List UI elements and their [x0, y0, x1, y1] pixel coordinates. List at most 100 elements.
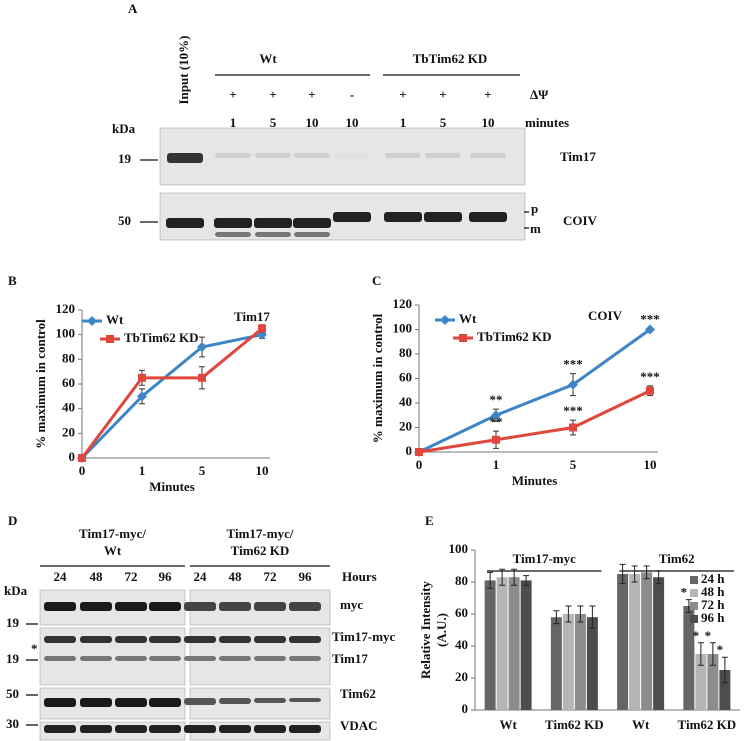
- blot-band: [80, 602, 112, 611]
- x-tick-label: Tim62 KD: [545, 717, 604, 732]
- marker: [492, 435, 500, 444]
- marker: [197, 342, 207, 352]
- time: 5: [440, 115, 447, 130]
- potential: +: [308, 87, 315, 102]
- blot-band: [425, 153, 461, 158]
- blot-band: [149, 656, 181, 661]
- y-tick-label: 40: [399, 394, 412, 409]
- marker: [138, 373, 146, 382]
- y-axis-label: (A.U.): [434, 613, 449, 647]
- y-tick-label: 120: [393, 296, 413, 311]
- error-bar: [643, 565, 650, 580]
- y-tick-label: 40: [62, 400, 75, 415]
- series-line: [418, 389, 651, 454]
- y-tick-label: 60: [62, 375, 75, 390]
- blot-band: [219, 725, 251, 733]
- potential: +: [484, 87, 491, 102]
- blot-band: [44, 656, 76, 661]
- blot-band: [167, 153, 203, 163]
- bar: [484, 580, 496, 710]
- time: 10: [346, 115, 359, 130]
- blot-band: [219, 636, 251, 643]
- x-axis-label: Minutes: [149, 479, 195, 494]
- bar: [550, 617, 562, 710]
- legend-label: 96 h: [701, 610, 725, 625]
- potential-label: ΔΨ: [530, 87, 549, 102]
- error-bar: [577, 605, 584, 623]
- y-tick-label: 20: [455, 669, 468, 684]
- blot-band: [149, 636, 181, 643]
- y-tick-label: 100: [449, 541, 469, 556]
- blot-band: [255, 232, 291, 237]
- panel-label: C: [372, 273, 381, 288]
- legend-label: Wt: [106, 312, 124, 327]
- blot-band: [293, 218, 331, 228]
- blot-band: [115, 656, 147, 661]
- blot-band: [80, 698, 112, 707]
- marker: [491, 410, 501, 421]
- potential: +: [229, 87, 236, 102]
- marker: [646, 386, 654, 395]
- y-tick-label: 20: [399, 418, 412, 433]
- blot-band: [80, 636, 112, 643]
- blot-band: [115, 636, 147, 643]
- blot-band: [289, 656, 321, 661]
- bar: [707, 654, 719, 710]
- blot-band: [294, 232, 330, 237]
- error-bar: [499, 568, 506, 586]
- y-tick-label: 100: [56, 326, 76, 341]
- group-label: Wt: [104, 543, 122, 558]
- y-tick-label: 80: [455, 573, 468, 588]
- time: 10: [306, 115, 319, 130]
- bar: [719, 670, 731, 710]
- y-tick-label: 60: [455, 605, 468, 620]
- x-tick-label: 0: [416, 457, 423, 472]
- legend-marker: [87, 316, 97, 326]
- potential: +: [399, 87, 406, 102]
- marker: [645, 324, 655, 335]
- x-tick-label: Wt: [499, 717, 517, 732]
- y-tick-label: 0: [462, 701, 469, 716]
- group-label: Tim17-myc/: [227, 526, 294, 541]
- y-axis-label: % maximum in control: [33, 319, 48, 449]
- x-tick-label: 0: [79, 463, 86, 478]
- panel-label: B: [8, 273, 17, 288]
- blot-band: [149, 698, 181, 707]
- blot-band: [214, 218, 252, 228]
- time: 5: [270, 115, 277, 130]
- bar: [695, 654, 707, 710]
- legend-label: 72 h: [701, 597, 725, 612]
- blot-band: [469, 212, 507, 222]
- group-label: Tim62 KD: [231, 543, 290, 558]
- blot-band: [44, 602, 76, 611]
- hours: 96: [299, 569, 313, 584]
- legend-label: 48 h: [701, 584, 725, 599]
- blot-band: [254, 636, 286, 643]
- protein: VDAC: [340, 718, 378, 733]
- kda-label: kDa: [4, 583, 28, 598]
- time-unit: minutes: [525, 115, 569, 130]
- blot-band: [115, 698, 147, 707]
- error-bar: [655, 570, 662, 585]
- significance: **: [490, 392, 503, 407]
- marker: 19: [118, 151, 132, 166]
- marker: [569, 423, 577, 432]
- bar: [641, 572, 653, 710]
- marker: [78, 454, 86, 462]
- blot-band: [80, 725, 112, 733]
- y-tick-label: 0: [406, 443, 413, 458]
- blot-band: [254, 218, 292, 228]
- error-bar: [697, 642, 704, 666]
- x-tick-label: Tim62 KD: [678, 717, 737, 732]
- bar: [562, 614, 574, 710]
- group-label: Tim62: [659, 551, 695, 566]
- blot-band: [254, 656, 286, 661]
- marker: 19: [6, 615, 20, 630]
- y-tick-label: 0: [69, 449, 76, 464]
- marker: 30: [6, 716, 19, 731]
- group-label: Tim17-myc/: [79, 526, 146, 541]
- bar: [629, 574, 641, 710]
- bar: [586, 617, 598, 710]
